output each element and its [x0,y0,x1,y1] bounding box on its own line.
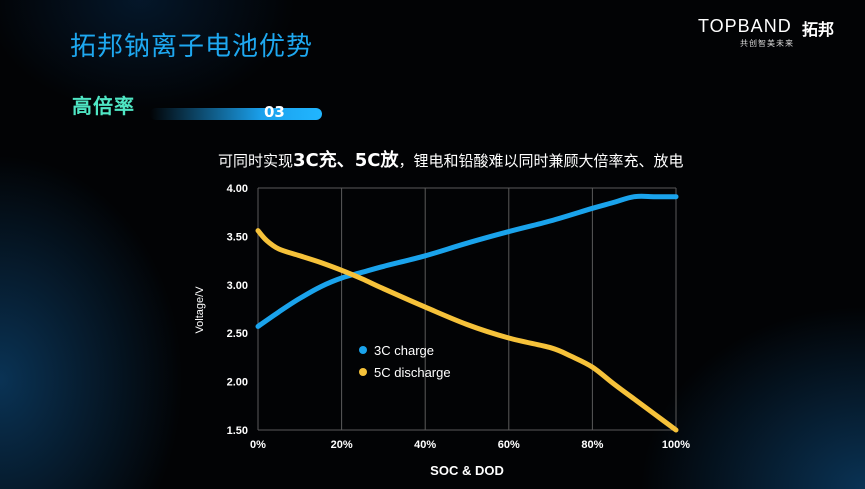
subtitle: 可同时实现3C充、5C放，锂电和铅酸难以同时兼顾大倍率充、放电 [218,146,684,172]
legend-label: 3C charge [374,343,434,358]
y-tick-label: 2.00 [227,377,248,389]
grid [257,187,677,431]
legend: 3C charge 5C discharge [359,343,451,380]
logo-tagline: 共创智美未来 [740,39,794,48]
y-axis-label: Voltage/V [194,286,206,334]
series-line-5c-discharge [255,228,679,433]
y-tick-label: 2.50 [227,328,248,340]
section-bar [150,108,322,120]
x-axis-label: SOC & DOD [430,463,504,478]
legend-marker [359,368,367,376]
y-tick-label: 3.00 [227,280,248,292]
series [255,193,679,433]
y-tick-label: 1.50 [227,425,248,437]
logo-chinese: 拓邦 [802,20,835,39]
logo-wordmark: TOPBAND [698,16,792,36]
series-line-3c-charge [255,193,679,329]
legend-label: 5C discharge [374,365,451,380]
subtitle-prefix: 可同时实现 [218,152,294,170]
y-tick-label: 4.00 [227,183,248,195]
tick-labels: 1.50 2.00 2.50 3.00 3.50 4.00 0% 20% 40% 60% 80% 10… [227,183,691,451]
x-tick-label: 100% [662,439,690,451]
x-tick-label: 20% [331,439,353,451]
legend-marker [359,346,367,354]
x-tick-label: 40% [414,439,436,451]
subtitle-highlight: 3C充、5C放 [293,150,399,171]
subtitle-suffix: ，锂电和铅酸难以同时兼顾大倍率充、放电 [398,152,684,170]
x-tick-label: 80% [581,439,603,451]
y-tick-label: 3.50 [227,231,248,243]
section-label: 高倍率 [72,94,135,118]
slide-title: 拓邦钠离子电池优势 [70,32,314,62]
section-number: 03 [264,103,285,121]
x-tick-label: 0% [250,439,266,451]
x-tick-label: 60% [498,439,520,451]
